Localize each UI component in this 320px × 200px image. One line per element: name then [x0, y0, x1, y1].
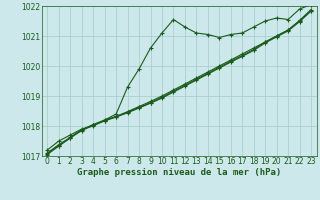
X-axis label: Graphe pression niveau de la mer (hPa): Graphe pression niveau de la mer (hPa): [77, 168, 281, 177]
